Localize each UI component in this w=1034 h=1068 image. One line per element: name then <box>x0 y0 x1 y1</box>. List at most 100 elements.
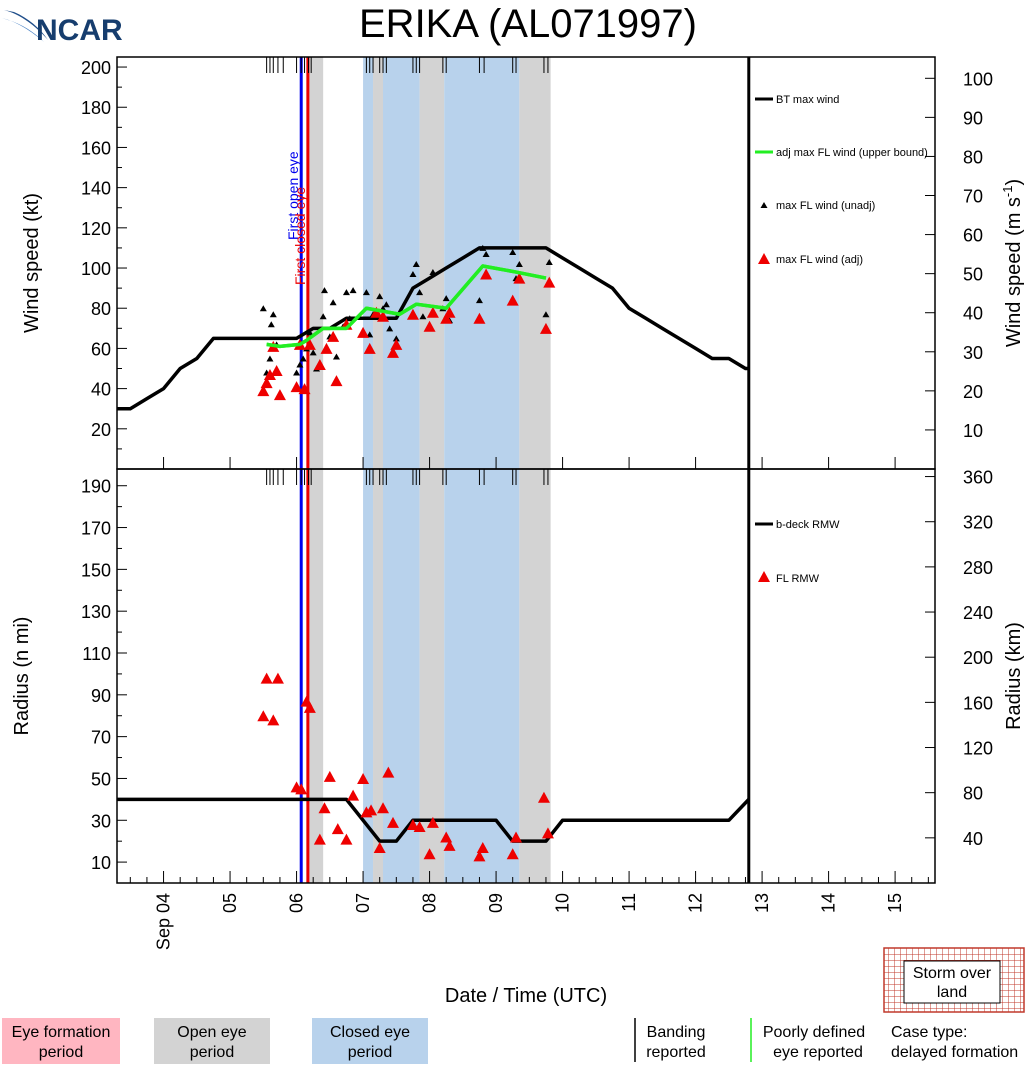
xtick-label-0: Sep 04 <box>154 893 174 950</box>
radius-point-1-25 <box>440 831 453 843</box>
xtick-label-8: 12 <box>686 893 706 913</box>
wind-point-2-2 <box>266 355 274 362</box>
radius-point-1-11 <box>331 823 344 835</box>
period-band-radius-6 <box>519 469 551 883</box>
wind-point-3-30 <box>539 322 552 334</box>
wind-point-3-23 <box>426 306 439 318</box>
wind-point-2-39 <box>479 244 487 251</box>
xtick-label-6: 10 <box>553 893 573 913</box>
wind-point-2-4 <box>269 311 277 318</box>
wind-point-2-32 <box>416 289 424 296</box>
radius-point-1-13 <box>347 789 360 801</box>
case-type-line2: delayed formation <box>891 1044 1018 1061</box>
wind-ytick-label-6: 140 <box>81 179 111 199</box>
chart-title: ERIKA (AL071997) <box>359 2 697 46</box>
xtick-label-9: 13 <box>752 893 772 913</box>
wind-ytick-label-2: 60 <box>91 339 111 359</box>
wind-ytick-label-1: 40 <box>91 380 111 400</box>
eye-formation-line2: period <box>39 1044 83 1061</box>
radius-panel-frame <box>116 468 936 884</box>
wind-point-3-8 <box>298 383 311 395</box>
radius-point-1-31 <box>537 791 550 803</box>
banding-line1: Banding <box>647 1024 706 1041</box>
wind-ylabel: Wind speed (kt) <box>21 193 43 333</box>
wind-point-2-28 <box>386 325 394 332</box>
xtick-label-4: 08 <box>420 893 440 913</box>
radius-point-1-14 <box>357 772 370 784</box>
ncar-logo-text: NCAR <box>36 14 123 47</box>
wind-point-3-4 <box>270 365 283 377</box>
event-label-0: First open eye <box>285 151 301 240</box>
radius-ytick-label-9: 190 <box>81 477 111 497</box>
wind-point-3-2 <box>263 369 276 381</box>
storm-over-land-line2: land <box>937 984 967 1001</box>
eye-formation-line1: Eye formation <box>12 1024 111 1041</box>
wind-point-3-28 <box>506 294 519 306</box>
wind-point-3-13 <box>330 375 343 387</box>
wind-point-3-12 <box>327 330 340 342</box>
xtick-label-7: 11 <box>619 893 639 912</box>
radius-ytick-label-7: 150 <box>81 560 111 580</box>
wind-ytick-right-label-4: 50 <box>963 265 983 285</box>
wind-point-3-5 <box>273 389 286 401</box>
radius-point-1-1 <box>260 672 273 684</box>
ncar-logo: NCAR <box>2 10 123 47</box>
wind-point-3-19 <box>386 346 399 358</box>
radius-point-1-10 <box>323 770 336 782</box>
period-band-radius-4 <box>419 469 445 883</box>
radius-point-1-22 <box>413 821 426 833</box>
wind-ytick-label-9: 200 <box>81 58 111 78</box>
wind-point-2-19 <box>342 289 350 296</box>
wind-ytick-right-label-2: 30 <box>963 343 983 363</box>
radius-series-line-0 <box>117 797 751 843</box>
wind-point-3-31 <box>543 276 556 288</box>
wind-ytick-label-4: 100 <box>81 259 111 279</box>
wind-point-2-14 <box>320 287 328 294</box>
wind-ytick-right-label-6: 70 <box>963 187 983 207</box>
period-band-radius-2 <box>373 469 384 883</box>
eye-formation-swatch <box>2 1018 120 1064</box>
legend-adj-marker <box>758 253 770 264</box>
wind-point-3-18 <box>377 310 390 322</box>
wind-ytick-label-0: 20 <box>91 420 111 440</box>
x-axis-label: Date / Time (UTC) <box>445 985 607 1007</box>
radius-point-1-26 <box>443 839 456 851</box>
radius-legend: b-deck RMW FL RMW <box>755 519 840 585</box>
radius-ytick-right-label-6: 280 <box>963 558 993 578</box>
radius-ytick-right-label-8: 360 <box>963 468 993 488</box>
wind-point-2-34 <box>429 269 437 276</box>
wind-point-2-22 <box>362 289 370 296</box>
radius-point-1-0 <box>257 710 270 722</box>
radius-point-1-29 <box>506 848 519 860</box>
radius-point-1-17 <box>373 841 386 853</box>
wind-point-3-26 <box>473 312 486 324</box>
period-band-wind-1 <box>363 57 374 469</box>
radius-point-1-30 <box>510 831 523 843</box>
wind-point-3-10 <box>313 358 326 370</box>
period-band-radius-1 <box>363 469 374 883</box>
legend-fl-rmw-marker <box>758 571 770 582</box>
wind-ytick-right-label-3: 40 <box>963 304 983 324</box>
wind-point-2-21 <box>349 287 357 294</box>
wind-series-line-0 <box>117 246 749 411</box>
wind-point-2-17 <box>332 353 340 360</box>
banding-line2: reported <box>646 1044 706 1061</box>
wind-point-2-11 <box>309 349 317 356</box>
radius-point-1-19 <box>382 766 395 778</box>
wind-ytick-label-8: 180 <box>81 98 111 118</box>
wind-point-2-13 <box>319 313 327 320</box>
radius-ytick-label-4: 90 <box>91 686 111 706</box>
open-eye-line1: Open eye <box>177 1024 246 1041</box>
wind-point-2-8 <box>299 355 307 362</box>
wind-ylabel-right: Wind speed (m s-1) <box>1000 179 1025 347</box>
wind-point-2-30 <box>409 271 417 278</box>
radius-ytick-right-label-4: 200 <box>963 648 993 668</box>
period-band-radius-0 <box>306 469 324 883</box>
event-label-1: First closed eye <box>292 187 308 285</box>
wind-point-3-9 <box>303 338 316 350</box>
period-band-radius-3 <box>383 469 420 883</box>
wind-ytick-label-7: 160 <box>81 138 111 158</box>
radius-point-1-9 <box>318 802 331 814</box>
wind-panel-periods <box>306 57 551 469</box>
